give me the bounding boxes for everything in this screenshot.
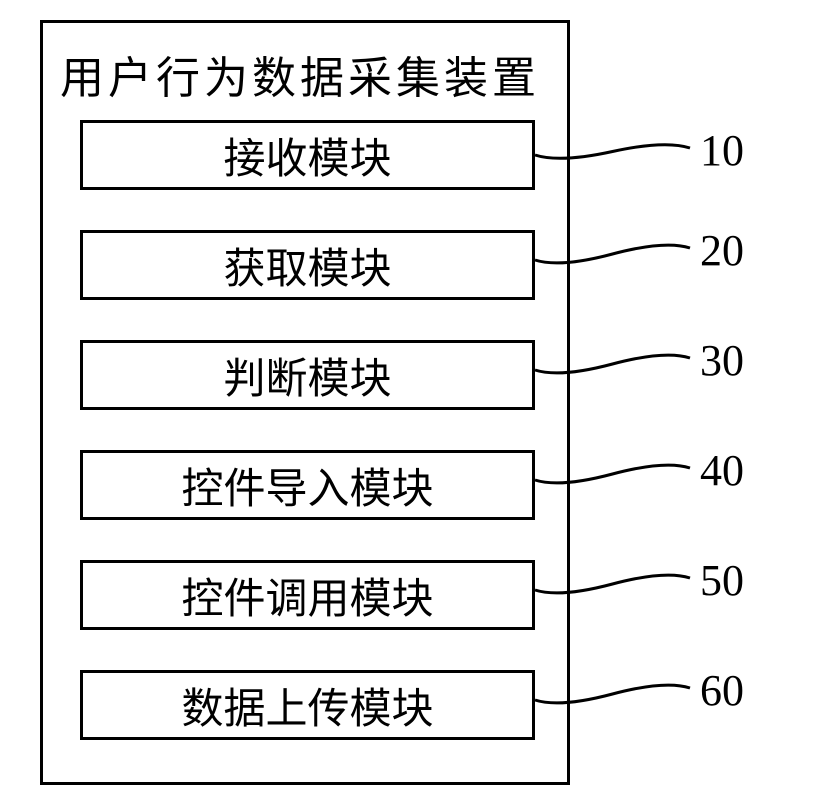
module-box-4: 控件导入模块 — [80, 450, 535, 520]
connector-line — [525, 118, 700, 185]
diagram-title: 用户行为数据采集装置 — [60, 42, 540, 106]
module-label: 控件调用模块 — [181, 565, 433, 626]
reference-number-20: 20 — [700, 225, 744, 276]
reference-number-40: 40 — [700, 445, 744, 496]
module-label: 接收模块 — [223, 125, 391, 186]
module-label: 数据上传模块 — [181, 675, 433, 736]
connector-line — [525, 218, 700, 290]
connector-line — [525, 438, 700, 510]
module-box-5: 控件调用模块 — [80, 560, 535, 630]
module-box-6: 数据上传模块 — [80, 670, 535, 740]
connector-line — [525, 548, 700, 620]
connector-line — [525, 658, 700, 730]
module-box-2: 获取模块 — [80, 230, 535, 300]
reference-number-10: 10 — [700, 125, 744, 176]
module-label: 控件导入模块 — [181, 455, 433, 516]
module-box-3: 判断模块 — [80, 340, 535, 410]
connector-line — [525, 328, 700, 400]
reference-number-60: 60 — [700, 665, 744, 716]
module-label: 判断模块 — [223, 345, 391, 406]
module-label: 获取模块 — [223, 235, 391, 296]
reference-number-30: 30 — [700, 335, 744, 386]
reference-number-50: 50 — [700, 555, 744, 606]
module-box-1: 接收模块 — [80, 120, 535, 190]
